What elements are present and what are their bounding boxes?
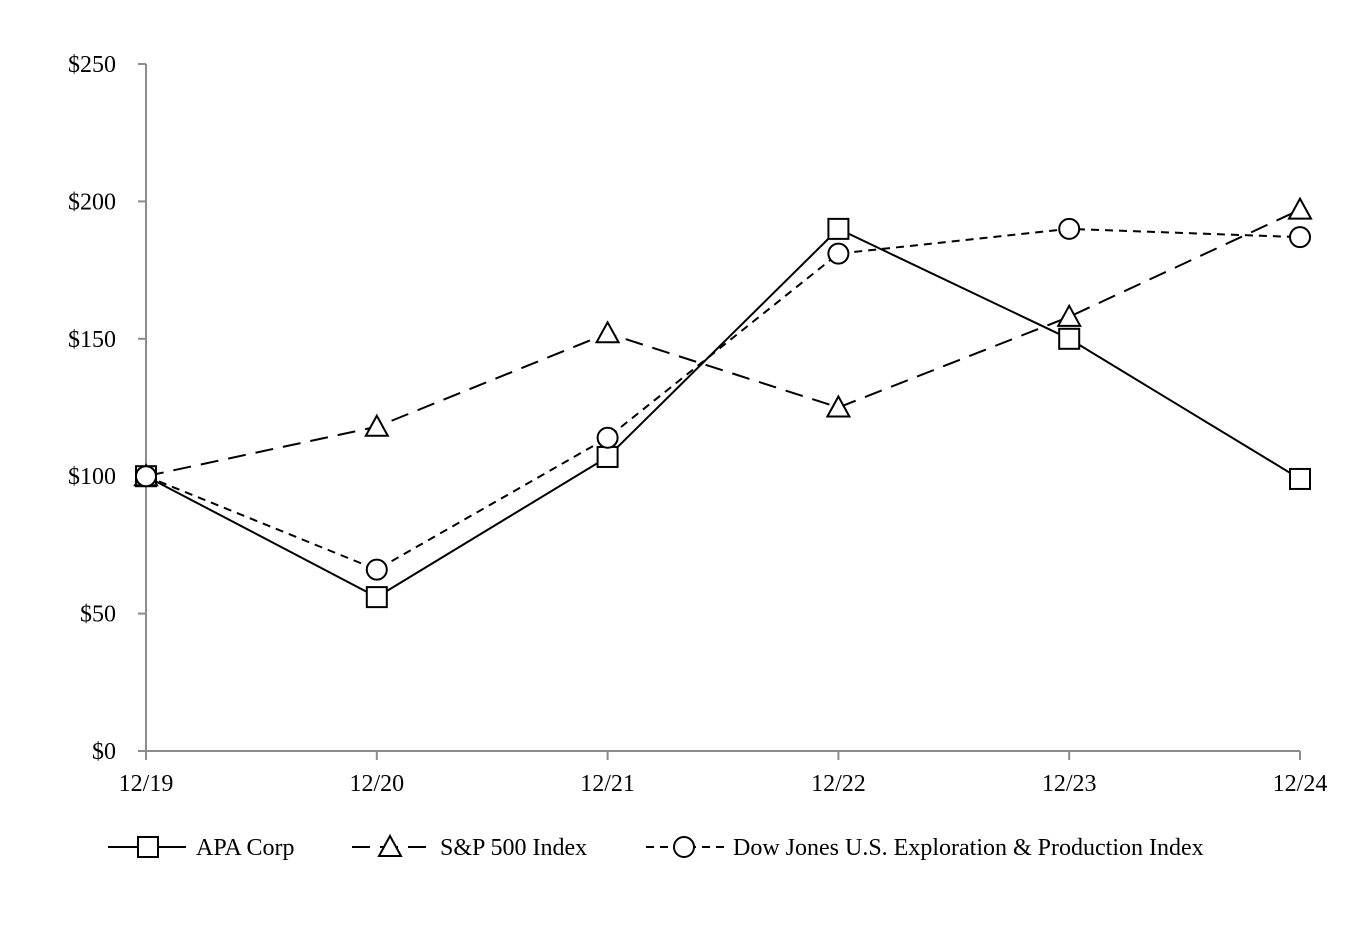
legend-item: APA Corp (108, 835, 294, 861)
data-point-triangle (1287, 196, 1313, 220)
data-point-circle (135, 465, 157, 488)
data-point-square (596, 445, 619, 468)
data-point-square (827, 217, 850, 240)
x-tick-label: 12/20 (349, 771, 404, 797)
legend-label: S&P 500 Index (440, 835, 587, 861)
y-tick-label: $100 (68, 464, 116, 490)
y-tick-label: $50 (80, 602, 116, 628)
axes: $0 $50 $100 $150 $200 $250 12/19 12/20 12/21 12/2… (68, 52, 1327, 797)
data-point-circle (1058, 217, 1081, 240)
series-line-square (145, 227, 1301, 599)
data-point-circle (365, 558, 388, 581)
legend-item: S&P 500 Index (352, 833, 587, 861)
x-tick-label: 12/24 (1273, 771, 1328, 797)
y-tick-label: $0 (92, 739, 116, 765)
legend-label: Dow Jones U.S. Exploration & Production … (733, 835, 1204, 861)
series-markers (133, 196, 1313, 609)
y-tick-label: $150 (68, 327, 116, 353)
series-lines (145, 208, 1301, 599)
legend-marker-circle (673, 836, 695, 858)
x-tick-label: 12/22 (811, 771, 866, 797)
data-point-square (1289, 467, 1311, 490)
data-point-square (365, 586, 388, 609)
data-point-square (1058, 327, 1081, 350)
series-line-circle (145, 227, 1301, 571)
data-point-triangle (364, 413, 390, 437)
data-point-triangle (825, 394, 852, 418)
legend-marker-triangle (377, 833, 403, 857)
x-tick-label: 12/21 (580, 771, 635, 797)
data-point-circle (827, 242, 850, 265)
x-tick-label: 12/23 (1042, 771, 1097, 797)
y-tick-label: $200 (68, 189, 116, 215)
series-line-triangle (145, 208, 1301, 478)
data-point-triangle (594, 320, 621, 344)
legend: APA Corp S&P 500 Index Dow Jones U.S. Expl… (108, 833, 1204, 861)
x-tick-label: 12/19 (119, 771, 174, 797)
data-point-circle (1289, 226, 1311, 249)
data-point-triangle (1056, 303, 1082, 327)
legend-item: Dow Jones U.S. Exploration & Production … (646, 835, 1204, 861)
legend-marker-square (137, 836, 159, 858)
legend-label: APA Corp (196, 835, 294, 861)
y-tick-label: $250 (68, 52, 116, 78)
data-point-circle (596, 426, 619, 449)
